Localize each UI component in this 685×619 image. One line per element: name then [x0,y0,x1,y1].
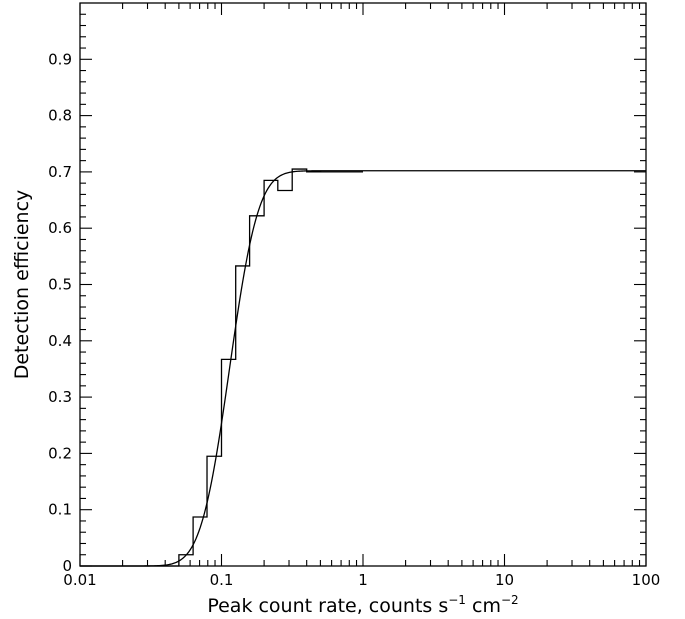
axis-ticks [79,3,647,567]
x-tick-label: 100 [632,571,661,589]
y-tick-label: 0.2 [48,444,72,462]
y-tick-label: 0.7 [48,163,72,181]
y-tick-label: 0.5 [48,276,72,294]
tick-labels: 0.01 0.1 1 10 100 0 0.1 0.2 0.3 0.4 0.5 0.6 0.7 0.8 0.… [48,50,660,589]
x-axis-label-sup1: −1 [448,593,466,607]
y-axis-label: Detection efficiency [11,190,33,380]
y-tick-label: 0.1 [48,501,72,519]
y-tick-label: 0.8 [48,107,72,125]
fit-curve-line [80,170,646,567]
x-axis-label-mid: cm [466,595,501,617]
x-tick-label: 0.1 [210,571,234,589]
x-axis-label-sup2: −2 [501,593,519,607]
x-tick-label: 10 [495,571,514,589]
x-tick-label: 1 [358,571,368,589]
x-tick-label: 0.01 [63,571,96,589]
y-tick-label: 0 [62,557,72,575]
y-tick-label: 0.4 [48,332,72,350]
y-tick-label: 0.9 [48,50,72,68]
x-axis-label: Peak count rate, counts s−1 cm−2 [207,593,518,617]
histogram-step-line [80,168,363,567]
y-tick-label: 0.3 [48,388,72,406]
y-tick-label: 0.6 [48,219,72,237]
x-axis-label-main: Peak count rate, counts s [207,595,448,617]
plot-frame [79,2,647,567]
